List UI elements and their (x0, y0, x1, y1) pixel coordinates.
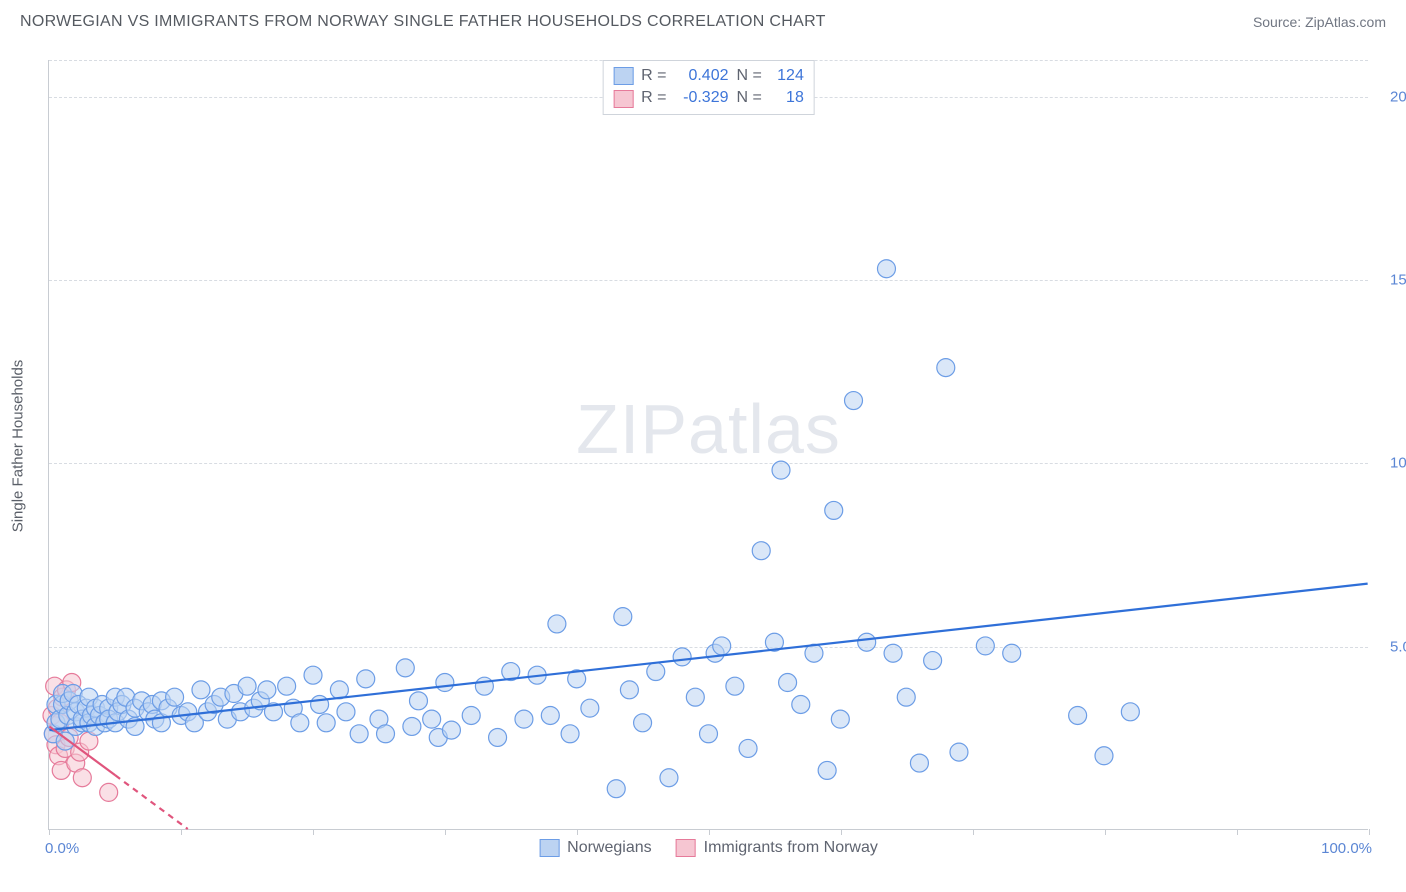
r-value: 0.402 (675, 65, 729, 87)
chart-title: NORWEGIAN VS IMMIGRANTS FROM NORWAY SING… (20, 13, 826, 31)
correlation-stats-box: R = 0.402 N = 124 R = -0.329 N = 18 (602, 60, 815, 115)
x-tick (841, 829, 842, 835)
x-tick (1237, 829, 1238, 835)
source-attribution: Source: ZipAtlas.com (1253, 14, 1386, 30)
n-value: 18 (770, 87, 804, 109)
x-axis-max-label: 100.0% (1321, 840, 1372, 857)
swatch-icon (676, 839, 696, 857)
legend-item: Norwegians (539, 839, 651, 857)
n-value: 124 (770, 65, 804, 87)
plot-area: R = 0.402 N = 124 R = -0.329 N = 18 ZIPa… (48, 60, 1368, 830)
stats-row: R = 0.402 N = 124 (613, 65, 804, 87)
legend-label: Norwegians (567, 839, 651, 857)
r-label: R = (641, 87, 666, 109)
stats-row: R = -0.329 N = 18 (613, 87, 804, 109)
y-tick-label: 20.0% (1374, 88, 1406, 105)
x-tick (577, 829, 578, 835)
legend-label: Immigrants from Norway (704, 839, 878, 857)
scatter-plot-svg (49, 60, 1368, 829)
y-axis-label: Single Father Households (10, 360, 27, 533)
x-tick (1369, 829, 1370, 835)
r-value: -0.329 (675, 87, 729, 109)
swatch-icon (613, 90, 633, 108)
x-tick (445, 829, 446, 835)
swatch-icon (613, 67, 633, 85)
swatch-icon (539, 839, 559, 857)
x-tick (181, 829, 182, 835)
x-tick (973, 829, 974, 835)
x-axis-origin-label: 0.0% (45, 840, 79, 857)
y-tick-label: 15.0% (1374, 272, 1406, 289)
legend: Norwegians Immigrants from Norway (539, 839, 878, 857)
legend-item: Immigrants from Norway (676, 839, 878, 857)
r-label: R = (641, 65, 666, 87)
x-tick (313, 829, 314, 835)
y-tick-label: 5.0% (1374, 638, 1406, 655)
x-tick (709, 829, 710, 835)
x-tick (1105, 829, 1106, 835)
n-label: N = (737, 65, 762, 87)
x-tick (49, 829, 50, 835)
y-tick-label: 10.0% (1374, 455, 1406, 472)
n-label: N = (737, 87, 762, 109)
